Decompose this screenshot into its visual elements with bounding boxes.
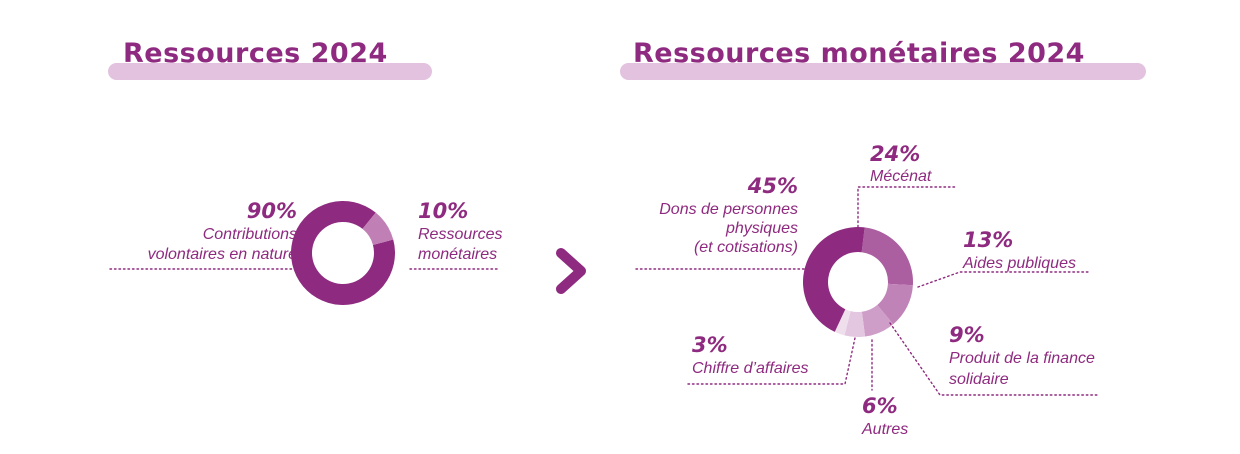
donut-slice-1-1 bbox=[291, 200, 396, 306]
heading-right-band bbox=[620, 63, 1146, 80]
slice-label-2-3-line-2: solidaire bbox=[949, 371, 1009, 388]
donut-slice-2-6 bbox=[802, 226, 865, 332]
donut-chart-ressources: 90% Contributions volontaires en nature 10%… bbox=[109, 199, 502, 306]
donut-slice-2-5 bbox=[834, 309, 851, 336]
donut-slice-2-4 bbox=[844, 311, 866, 337]
slice-label-2-1-line-1: Mécénat bbox=[870, 168, 932, 185]
donut-chart-ressources-monetaires: 24% Mécénat 13% Aides publiques 9% Produit de… bbox=[635, 142, 1099, 438]
heading-left-title: Ressources 2024 bbox=[123, 38, 388, 69]
slice-label-2-4-line-1: Autres bbox=[861, 421, 908, 438]
percent-label-2-1: 24% bbox=[870, 142, 920, 166]
slice-label-1-1-line-1: Contributions bbox=[203, 226, 297, 243]
leader-line-2-5 bbox=[687, 337, 856, 385]
percent-label-2-6: 45% bbox=[747, 174, 798, 198]
donut-slice-2-2 bbox=[877, 283, 913, 325]
percent-label-2-5: 3% bbox=[692, 333, 728, 357]
leader-line-2-1 bbox=[857, 186, 956, 228]
percent-label-2-3: 9% bbox=[949, 323, 985, 347]
slice-label-2-6-line-3: (et cotisations) bbox=[694, 239, 798, 256]
percent-label-2-4: 6% bbox=[862, 394, 898, 418]
slice-label-2-5-line-1: Chiffre d’affaires bbox=[692, 360, 809, 377]
heading-right: Ressources monétaires 2024 bbox=[620, 34, 1146, 84]
slice-label-1-2-line-1: Ressources bbox=[418, 226, 502, 243]
percent-label-2-2: 13% bbox=[963, 228, 1013, 252]
chevron-right-icon bbox=[556, 248, 586, 294]
slice-label-1-1-line-2: volontaires en nature bbox=[148, 246, 298, 263]
slice-label-2-6-line-2: physiques bbox=[725, 220, 798, 237]
heading-left-band bbox=[108, 63, 432, 80]
percent-label-1-1: 90% bbox=[247, 199, 297, 223]
heading-right-title: Ressources monétaires 2024 bbox=[633, 38, 1085, 69]
slice-label-2-2-line-1: Aides publiques bbox=[962, 255, 1076, 272]
slice-label-2-3-line-1: Produit de la finance bbox=[949, 350, 1095, 367]
donut-slice-2-1 bbox=[861, 227, 913, 286]
heading-left: Ressources 2024 bbox=[108, 34, 432, 84]
percent-label-1-2: 10% bbox=[418, 199, 468, 223]
donut-slice-1-2 bbox=[362, 212, 394, 245]
slice-label-2-6-line-1: Dons de personnes bbox=[659, 201, 798, 218]
leader-line-2-2 bbox=[917, 271, 1091, 288]
slice-label-1-2-line-2: monétaires bbox=[418, 246, 497, 263]
donut-slice-2-3 bbox=[861, 305, 894, 337]
leader-line-2-3 bbox=[889, 322, 1099, 396]
